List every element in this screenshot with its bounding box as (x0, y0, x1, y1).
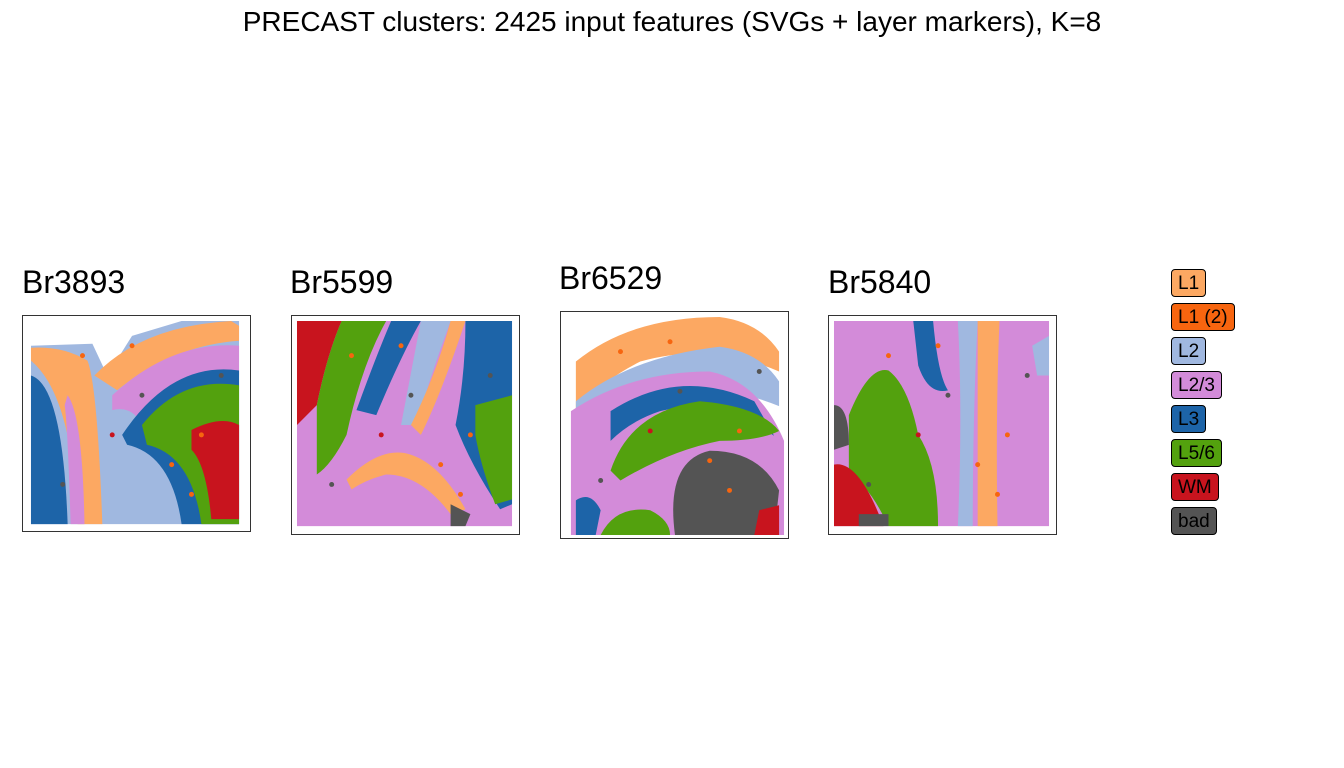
region-l5-6-br5599-2 (316, 320, 387, 475)
region-wm-br6529-8 (754, 505, 780, 536)
spot-bad-br3893-4 (218, 372, 224, 378)
region-wm-br3893-8 (191, 421, 240, 520)
panel-title-br5840: Br5840 (828, 264, 932, 300)
region-l1-br3893-1 (30, 347, 103, 525)
spot-l1-2-br3893-7 (129, 343, 135, 349)
panel-title-br3893: Br3893 (22, 264, 126, 300)
spot-l1-2-br5599-8 (467, 432, 473, 438)
spatial-plot-br6529 (570, 316, 785, 536)
spatial-panel-br3893 (22, 315, 251, 532)
spot-l1-2-br6529-0 (618, 349, 623, 355)
spot-l1-2-br5599-2 (438, 462, 444, 468)
region-l1-br6529-0 (575, 316, 780, 412)
legend-item-l3: L3 (1171, 405, 1207, 433)
spot-bad-br5840-6 (866, 481, 872, 487)
spot-bad-br5840-4 (1024, 372, 1030, 378)
region-l2-br5840-2 (957, 320, 978, 527)
region-l2-br5599-4 (401, 320, 451, 425)
spot-bad-br5599-1 (408, 392, 414, 398)
spot-bad-br3893-1 (139, 392, 145, 398)
legend-item-l2: L2 (1171, 337, 1207, 365)
region-l5-6-br5840-4 (848, 370, 939, 527)
spatial-panel-br5599 (291, 315, 520, 535)
legend-item-l5-6: L5/6 (1171, 439, 1222, 467)
region-l2-br6529-1 (575, 346, 780, 436)
spatial-plot-br5840 (833, 320, 1050, 527)
region-bad-br6529-5 (673, 450, 780, 536)
region-l3-br6529-3 (610, 386, 775, 441)
spot-l1-2-br5840-0 (886, 353, 891, 359)
spot-bad-br5840-1 (945, 392, 951, 398)
region-bad-br5599-9 (450, 504, 471, 527)
spot-l1-2-br5840-5 (995, 491, 1000, 497)
panel-title-br6529: Br6529 (559, 260, 663, 296)
region-l2-br5840-8 (1032, 335, 1050, 376)
spot-l1-2-br5840-7 (935, 343, 941, 349)
spot-bad-br3893-6 (60, 481, 66, 487)
spot-l1-2-br6529-7 (667, 339, 673, 345)
region-l1-br5840-3 (977, 320, 1000, 527)
spot-l1-2-br3893-2 (169, 462, 175, 468)
region-l3-br5599-3 (356, 320, 421, 416)
spatial-panel-br6529 (560, 311, 789, 539)
spot-l1-2-br3893-8 (198, 432, 204, 438)
spot-bad-br6529-4 (756, 368, 762, 374)
panel-title-br5599: Br5599 (290, 264, 394, 300)
spot-wm-br5599-3 (378, 432, 384, 438)
spot-wm-br5840-3 (915, 432, 921, 438)
legend-item-l2-3: L2/3 (1171, 371, 1222, 399)
legend-item-l1: L1 (1171, 269, 1207, 297)
spot-bad-br5599-6 (329, 481, 335, 487)
spot-bad-br6529-1 (677, 388, 683, 394)
region-l3-br3893-4 (30, 375, 68, 525)
spot-l1-2-br5599-7 (398, 343, 404, 349)
region-l1-br3893-2 (94, 320, 240, 391)
spot-l1-2-br6529-2 (707, 458, 713, 464)
region-l5-6-br5599-8 (475, 395, 513, 505)
region-wm-br5599-1 (296, 320, 342, 425)
region-l3-br6529-7 (575, 497, 601, 536)
region-l1-br5599-5 (410, 320, 466, 435)
spot-l1-2-br5840-8 (1004, 432, 1010, 438)
spatial-plot-br3893 (30, 320, 240, 525)
spot-l1-2-br5599-0 (349, 353, 354, 359)
spot-bad-br6529-6 (598, 478, 604, 483)
region-bad-br5840-6 (833, 405, 849, 450)
spatial-panel-br5840 (828, 315, 1057, 535)
spot-wm-br6529-3 (647, 428, 653, 434)
spot-l1-2-br3893-0 (80, 353, 85, 359)
region-l3-br5840-1 (913, 320, 948, 392)
region-l5-6-br6529-6 (600, 509, 671, 536)
region-wm-br5840-5 (833, 464, 884, 527)
spot-wm-br3893-3 (109, 432, 115, 438)
spot-l1-2-br5599-5 (458, 491, 463, 497)
legend-item-bad: bad (1171, 507, 1217, 535)
spot-l1-2-br5840-2 (975, 462, 981, 468)
spot-l1-2-br6529-5 (727, 487, 732, 493)
region-bad-br5840-7 (858, 514, 889, 527)
spot-l1-2-br3893-5 (189, 491, 194, 497)
spot-l1-2-br6529-8 (736, 428, 742, 434)
spot-bad-br5599-4 (487, 372, 493, 378)
spatial-plot-br5599 (296, 320, 513, 527)
legend-item-l1-2: L1 (2) (1171, 303, 1235, 331)
region-l5-6-br6529-4 (610, 401, 780, 481)
region-l1-br5599-6 (346, 452, 466, 515)
legend-item-wm: WM (1171, 473, 1219, 501)
chart-title: PRECAST clusters: 2425 input features (S… (242, 6, 1102, 37)
region-l2-3-br3893-6 (64, 395, 85, 525)
